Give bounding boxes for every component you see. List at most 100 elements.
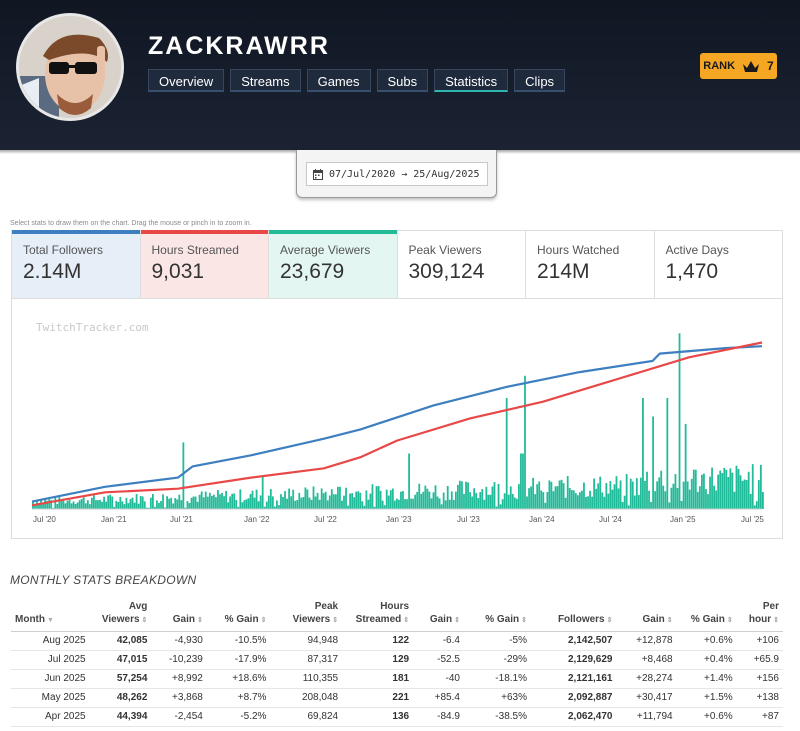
viewer-bar (253, 497, 256, 509)
crown-icon (743, 60, 760, 72)
viewer-bar (282, 497, 284, 509)
viewer-bar (361, 501, 364, 509)
viewer-bar (583, 482, 585, 509)
table-cell: Jun 2025 (11, 669, 90, 689)
viewer-bar (733, 491, 736, 509)
stat-hours-watched[interactable]: Hours Watched 214M (526, 231, 655, 298)
sort-icon[interactable]: ⇕ (773, 616, 779, 624)
viewer-bar (725, 469, 728, 509)
viewer-bar (713, 485, 715, 509)
column-header[interactable]: Followers ⇕ (530, 597, 617, 632)
viewer-bar (672, 483, 675, 509)
viewer-bar (46, 500, 49, 509)
viewer-bar (548, 480, 551, 509)
viewer-bar (666, 398, 669, 509)
tab-clips[interactable]: Clips (514, 69, 566, 92)
date-range-picker[interactable]: 07/Jul/2020 → 25/Aug/2025 (306, 162, 488, 186)
viewer-bar (715, 490, 718, 509)
stat-average-viewers[interactable]: Average Viewers 23,679 (269, 230, 398, 298)
sort-icon[interactable]: ⇕ (403, 616, 410, 624)
column-header[interactable]: Per hour ⇕ (736, 597, 783, 632)
x-axis-ticks: Jul '20 Jan '21 Jul '21 Jan '22 Jul '22 Jan '… (32, 508, 764, 524)
viewer-bar (422, 491, 425, 509)
sort-icon[interactable]: ⇕ (606, 616, 613, 624)
sort-icon[interactable]: ⇕ (332, 616, 339, 624)
stat-hours-streamed[interactable]: Hours Streamed 9,031 (140, 230, 269, 298)
viewer-bar (682, 481, 685, 509)
viewer-bar (194, 496, 197, 509)
viewer-bar (491, 486, 494, 509)
chart-canvas[interactable]: TwitchTracker.com Jul '20 Jan '21 Jul '21 J… (12, 299, 784, 539)
viewer-bar (255, 489, 258, 509)
column-header[interactable]: Month ▼ (11, 597, 90, 632)
column-header[interactable]: % Gain ⇕ (206, 597, 271, 632)
rank-badge[interactable]: RANK 7 (700, 53, 777, 79)
viewer-bar (261, 475, 264, 509)
tab-streams[interactable]: Streams (230, 69, 301, 92)
viewer-bar (357, 491, 360, 509)
viewer-bar (558, 480, 561, 509)
viewer-bar (629, 478, 632, 509)
column-header[interactable]: % Gain ⇕ (676, 597, 737, 632)
viewer-bar (284, 491, 286, 509)
viewer-bar (461, 481, 463, 509)
stat-peak-viewers[interactable]: Peak Viewers 309,124 (398, 231, 526, 298)
viewer-bar (176, 499, 179, 509)
table-cell: +8.7% (206, 688, 271, 708)
avatar[interactable] (16, 13, 124, 121)
viewer-bar (507, 494, 510, 509)
viewer-bar (611, 489, 614, 509)
tab-overview[interactable]: Overview (148, 69, 225, 92)
tab-games[interactable]: Games (306, 69, 371, 92)
stat-total-followers[interactable]: Total Followers 2.14M (12, 230, 141, 298)
viewer-bar (280, 494, 282, 509)
column-header[interactable]: Gain ⇕ (151, 597, 207, 632)
breakdown-title: MONTHLY STATS BREAKDOWN (10, 573, 197, 587)
viewer-bar (759, 464, 762, 509)
viewer-bar (341, 500, 343, 509)
column-header[interactable]: % Gain ⇕ (463, 597, 531, 632)
viewer-bar (174, 498, 177, 509)
table-cell: 122 (342, 631, 414, 651)
viewer-bar (621, 502, 624, 509)
stats-chart[interactable]: TwitchTracker.com Jul '20 Jan '21 Jul '21 J… (11, 299, 783, 539)
viewer-bar (694, 469, 697, 509)
viewer-bar (332, 494, 335, 509)
sort-icon[interactable]: ⇕ (726, 616, 733, 624)
sort-icon[interactable]: ▼ (47, 616, 54, 624)
viewer-bar (308, 497, 311, 509)
sort-icon[interactable]: ⇕ (521, 616, 527, 624)
viewer-bar (97, 500, 99, 509)
sort-icon[interactable]: ⇕ (666, 616, 673, 624)
stat-label: Total Followers (23, 243, 104, 257)
stat-active-days[interactable]: Active Days 1,470 (655, 231, 783, 298)
viewer-bar (202, 497, 205, 509)
tab-statistics[interactable]: Statistics (434, 69, 509, 92)
viewer-bar (393, 500, 396, 509)
column-header[interactable]: Hours Streamed ⇕ (342, 597, 414, 632)
viewer-bar (86, 500, 89, 509)
sort-icon[interactable]: ⇕ (197, 616, 203, 624)
viewer-bar (278, 505, 280, 509)
viewer-bar (546, 491, 549, 509)
viewer-bar (166, 496, 169, 509)
column-header[interactable]: Gain ⇕ (616, 597, 677, 632)
column-header[interactable]: Gain ⇕ (413, 597, 464, 632)
viewer-bar (316, 492, 319, 509)
column-header-label: Month (15, 613, 45, 625)
column-header[interactable]: Avg Viewers ⇕ (89, 597, 152, 632)
column-header[interactable]: Peak Viewers ⇕ (270, 597, 343, 632)
viewer-bar (263, 506, 266, 509)
sort-icon[interactable]: ⇕ (141, 616, 148, 624)
viewer-bar (627, 505, 630, 509)
viewer-bar (664, 491, 667, 509)
table-cell: +1.4% (676, 669, 737, 689)
sort-icon[interactable]: ⇕ (260, 616, 267, 624)
x-tick-label: Jul '20 (33, 515, 56, 524)
table-cell: +85.4 (413, 688, 464, 708)
tab-subs[interactable]: Subs (376, 69, 429, 92)
channel-name: ZACKRAWRR (148, 32, 330, 60)
table-cell: -5% (463, 631, 531, 651)
table-row: Apr 2025 44,394 -2,454 -5.2% 69,824 136 -84.9-… (11, 707, 783, 727)
sort-icon[interactable]: ⇕ (454, 616, 460, 624)
